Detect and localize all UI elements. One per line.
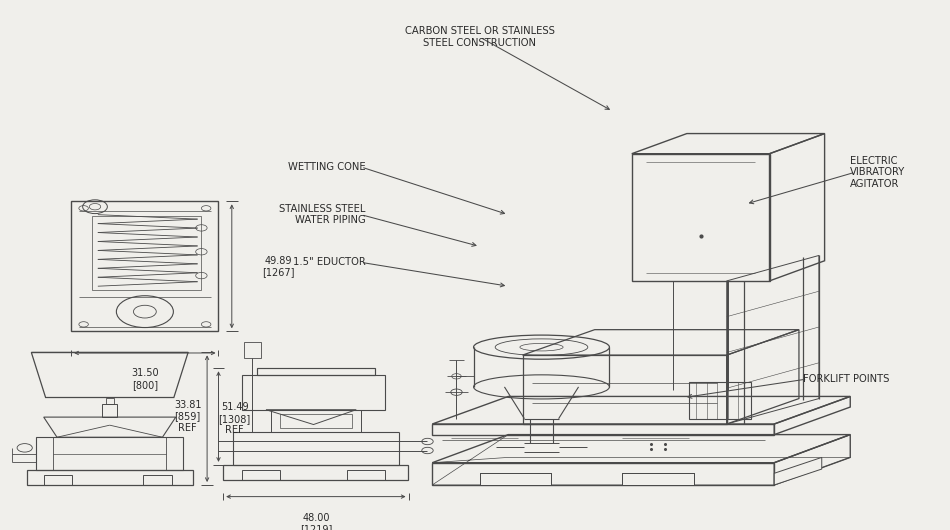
Bar: [271, 410, 361, 432]
Bar: [36, 437, 183, 470]
Text: 31.50
[800]: 31.50 [800]: [131, 368, 159, 390]
Bar: [44, 475, 72, 485]
Bar: [92, 216, 201, 290]
Bar: [347, 470, 385, 480]
Text: CARBON STEEL OR STAINLESS
STEEL CONSTRUCTION: CARBON STEEL OR STAINLESS STEEL CONSTRUC…: [405, 26, 555, 48]
Bar: [27, 470, 193, 485]
Bar: [102, 404, 117, 417]
Polygon shape: [480, 473, 551, 485]
Polygon shape: [774, 457, 822, 485]
Text: WETTING CONE: WETTING CONE: [288, 162, 366, 172]
Text: 33.81
[859]
REF: 33.81 [859] REF: [174, 400, 201, 433]
Text: 48.00
[1219]: 48.00 [1219]: [299, 513, 332, 530]
Text: FORKLIFT POINTS: FORKLIFT POINTS: [803, 374, 889, 384]
Bar: [242, 470, 280, 480]
Bar: [143, 475, 172, 485]
Bar: [223, 465, 408, 480]
Bar: [71, 201, 219, 331]
Bar: [256, 368, 375, 375]
Bar: [105, 398, 114, 404]
Bar: [480, 473, 551, 485]
Text: 1.5" EDUCTOR: 1.5" EDUCTOR: [293, 258, 366, 267]
Polygon shape: [622, 473, 694, 485]
Bar: [242, 375, 385, 410]
Bar: [244, 342, 261, 358]
Text: STAINLESS STEEL
WATER PIPING: STAINLESS STEEL WATER PIPING: [279, 204, 366, 225]
Text: 51.49
[1308]
REF: 51.49 [1308] REF: [218, 402, 251, 435]
Text: ELECTRIC
VIBRATORY
AGITATOR: ELECTRIC VIBRATORY AGITATOR: [850, 156, 905, 189]
Bar: [622, 473, 694, 485]
Bar: [280, 414, 352, 428]
Text: 49.89
[1267]: 49.89 [1267]: [262, 255, 294, 277]
